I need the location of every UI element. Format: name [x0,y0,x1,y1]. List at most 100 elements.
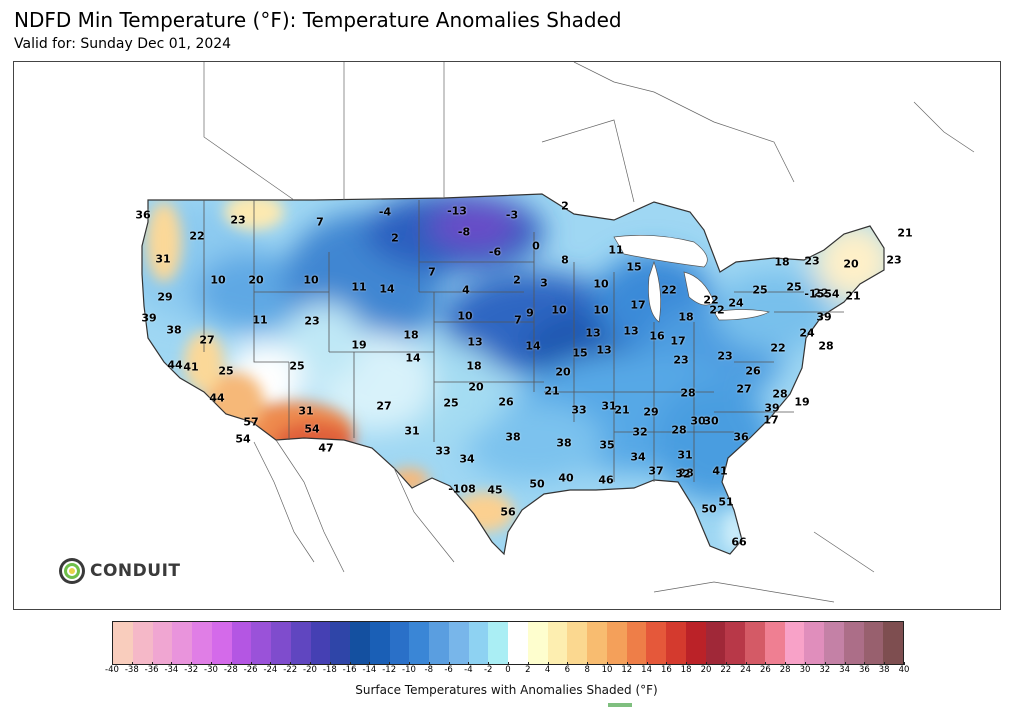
temperature-value-label: -13 [447,204,467,218]
temperature-value-label: 31 [155,252,171,266]
legend-tick-mark [607,662,608,665]
temperature-value-label: 18 [466,359,482,373]
temperature-value-label: 7 [514,313,522,327]
legend-tick-label: -4 [464,665,473,675]
legend-swatch [863,622,884,664]
legend-tick-label: 18 [680,665,692,675]
temperature-value-label: 14 [525,339,541,353]
green-indicator [608,703,632,707]
temperature-value-label: 24 [799,326,815,340]
temperature-value-label: 21 [845,289,861,303]
temperature-value-label: 50 [701,502,717,516]
temperature-value-label: 10 [593,303,609,317]
legend-tick-label: -12 [382,665,397,675]
legend-swatch [547,622,568,664]
temperature-value-label: 28 [678,466,694,480]
legend-tick-mark [904,662,905,665]
legend-tick-label: -28 [223,665,238,675]
temperature-value-label: 2 [513,273,521,287]
legend-tick-label: -14 [362,665,377,675]
legend-tick-mark [884,662,886,665]
temperature-value-label: 28 [818,339,834,353]
legend-tick-label: -30 [204,665,218,675]
temperature-value-label: 15 [626,260,642,274]
legend-swatch [172,622,192,664]
temperature-value-label: 34 [630,450,646,464]
temperature-value-label: 17 [670,334,686,348]
temperature-value-label: 18 [774,255,790,269]
temperature-value-label: 57 [243,415,259,429]
temperature-value-label: 7 [428,265,436,279]
legend-swatch [883,622,903,664]
legend-tick-mark [626,662,628,665]
legend-tick-mark [468,662,470,665]
legend-tick-label: 34 [839,665,851,675]
country-boundaries [203,62,975,603]
temperature-map: 36 23 22 31 10 20 29 39 38 27 11 10 44 41 25 44 57 54 7 -4 2… [13,61,1001,610]
legend-tick-label: -20 [303,665,317,675]
map-title: NDFD Min Temperature (°F): Temperature A… [14,8,622,32]
legend-tick-label: -2 [483,665,493,675]
temperature-value-label: 4 [462,283,470,297]
temperature-value-label: 46 [598,473,614,487]
legend-swatch [508,622,528,664]
temperature-value-label: 15 [572,346,588,360]
temperature-value-label: 33 [571,403,587,417]
legend-tick-label: 0 [505,665,511,675]
temperature-value-label: -6 [488,245,502,259]
valid-date-subtitle: Valid for: Sunday Dec 01, 2024 [14,36,232,52]
temperature-value-label: 27 [199,333,215,347]
temperature-value-label: 10 [210,273,226,287]
temperature-value-label: 32 [675,467,691,481]
legend-swatch [211,622,232,664]
legend-swatch [113,622,133,664]
legend-tick-label: 16 [660,665,672,675]
legend-swatch [448,622,469,664]
legend-tick-mark [488,662,490,665]
temperature-value-label: 39 [141,311,157,325]
temperature-value-label: 23 [230,213,246,227]
temperature-value-label: 20 [248,273,264,287]
temperature-value-label: 23 [673,353,689,367]
legend-tick-mark [646,662,648,665]
temperature-value-label: 39 [764,401,780,415]
temperature-value-label: 47 [318,441,334,455]
temperature-value-label: 29 [157,290,173,304]
legend-swatch [231,622,252,664]
temperature-value-label: 7 [316,215,324,229]
legend-swatch [527,622,548,664]
legend-tick-mark [567,662,569,665]
temperature-value-label: 22 [703,293,719,307]
temperature-value-label: -1554 [804,287,840,301]
legend-swatch [685,622,706,664]
map-canvas [14,62,1000,609]
temperature-value-label: 22 [813,286,829,300]
temperature-value-label: 13 [585,326,601,340]
temperature-value-label: 44 [209,391,225,405]
temperature-value-label: 27 [736,382,752,396]
temperature-value-label: 23 [886,253,902,267]
temperature-value-label: 19 [794,395,810,409]
legend-tick-label: -40 [105,665,119,675]
legend-swatch [251,622,271,664]
temperature-value-label: 3 [540,276,548,290]
temperature-value-label: 45 [487,483,503,497]
legend-swatch [152,622,173,664]
temperature-value-label: 22 [709,303,725,317]
legend-tick-label: -10 [402,665,416,675]
legend-tick-label: 30 [799,665,811,675]
legend-tick-label: -18 [322,665,337,675]
temperature-value-label: 41 [712,464,728,478]
legend-tick-label: 36 [858,665,870,675]
temperature-value-label: 40 [558,471,574,485]
temperature-value-label: 31 [298,404,314,418]
conduit-logo: CONDUIT [58,554,181,588]
temperature-value-label: -108 [448,482,476,496]
legend-tick-mark [151,662,153,665]
legend-swatch [132,622,153,664]
legend-swatch [784,622,805,664]
legend-tick-mark [428,662,430,665]
legend-tick-label: -24 [263,665,278,675]
temperature-value-label: 18 [403,328,419,342]
legend-swatch [843,622,864,664]
